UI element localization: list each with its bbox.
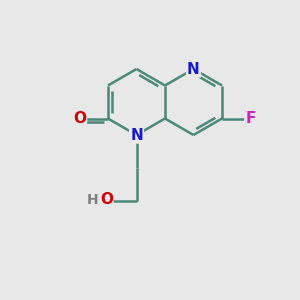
Text: N: N (187, 61, 200, 76)
Text: H: H (87, 193, 99, 206)
Text: F: F (245, 111, 256, 126)
Text: O: O (73, 111, 86, 126)
Text: O: O (100, 192, 113, 207)
Text: N: N (130, 128, 143, 142)
